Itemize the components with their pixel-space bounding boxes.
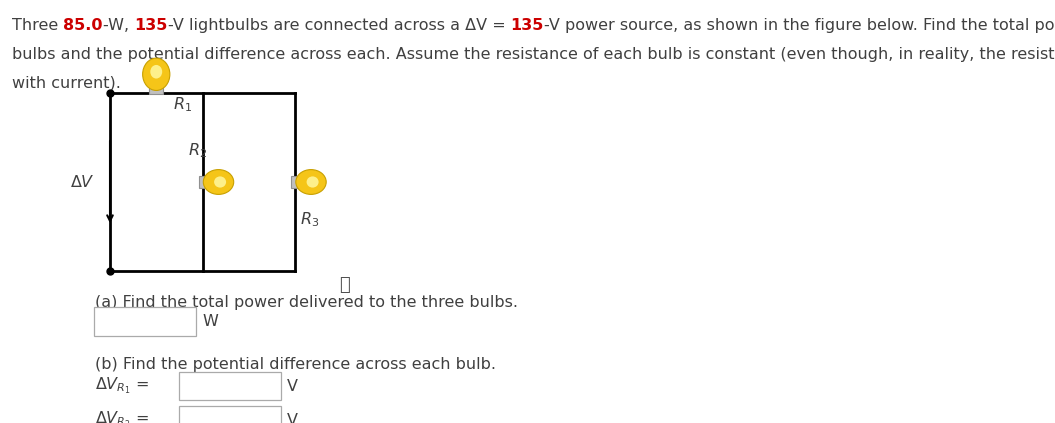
FancyBboxPatch shape xyxy=(291,176,299,188)
Text: $R_1$: $R_1$ xyxy=(173,96,192,114)
Text: W: W xyxy=(202,314,218,329)
Text: $R_3$: $R_3$ xyxy=(300,210,320,229)
FancyBboxPatch shape xyxy=(179,372,281,400)
Text: -V power source, as shown in the figure below. Find the total power delivered to: -V power source, as shown in the figure … xyxy=(543,18,1055,33)
Ellipse shape xyxy=(295,170,326,195)
Text: with current).: with current). xyxy=(12,75,121,90)
Ellipse shape xyxy=(307,176,319,187)
Text: V: V xyxy=(287,412,298,423)
Text: ⓘ: ⓘ xyxy=(340,276,350,294)
Text: bulbs and the potential difference across each. Assume the resistance of each bu: bulbs and the potential difference acros… xyxy=(12,47,1055,61)
Ellipse shape xyxy=(150,65,162,79)
Text: -W,: -W, xyxy=(103,18,134,33)
Text: 135: 135 xyxy=(134,18,168,33)
Text: (b) Find the potential difference across each bulb.: (b) Find the potential difference across… xyxy=(95,357,496,372)
Text: $\Delta V_{R_1}$ =: $\Delta V_{R_1}$ = xyxy=(95,376,149,396)
Text: V: V xyxy=(287,379,298,393)
FancyBboxPatch shape xyxy=(94,307,196,336)
Ellipse shape xyxy=(204,170,234,195)
Text: $\Delta V$: $\Delta V$ xyxy=(71,174,95,190)
Ellipse shape xyxy=(142,58,170,91)
Text: 85.0: 85.0 xyxy=(63,18,103,33)
Text: Three: Three xyxy=(12,18,63,33)
Text: $\Delta V_{R_2}$ =: $\Delta V_{R_2}$ = xyxy=(95,410,149,423)
Text: 135: 135 xyxy=(511,18,543,33)
Text: (a) Find the total power delivered to the three bulbs.: (a) Find the total power delivered to th… xyxy=(95,295,518,310)
Ellipse shape xyxy=(214,176,226,187)
Text: -V lightbulbs are connected across a ΔV =: -V lightbulbs are connected across a ΔV … xyxy=(168,18,511,33)
FancyBboxPatch shape xyxy=(198,176,207,188)
FancyBboxPatch shape xyxy=(150,85,164,94)
FancyBboxPatch shape xyxy=(179,406,281,423)
Text: $R_2$: $R_2$ xyxy=(188,141,207,160)
